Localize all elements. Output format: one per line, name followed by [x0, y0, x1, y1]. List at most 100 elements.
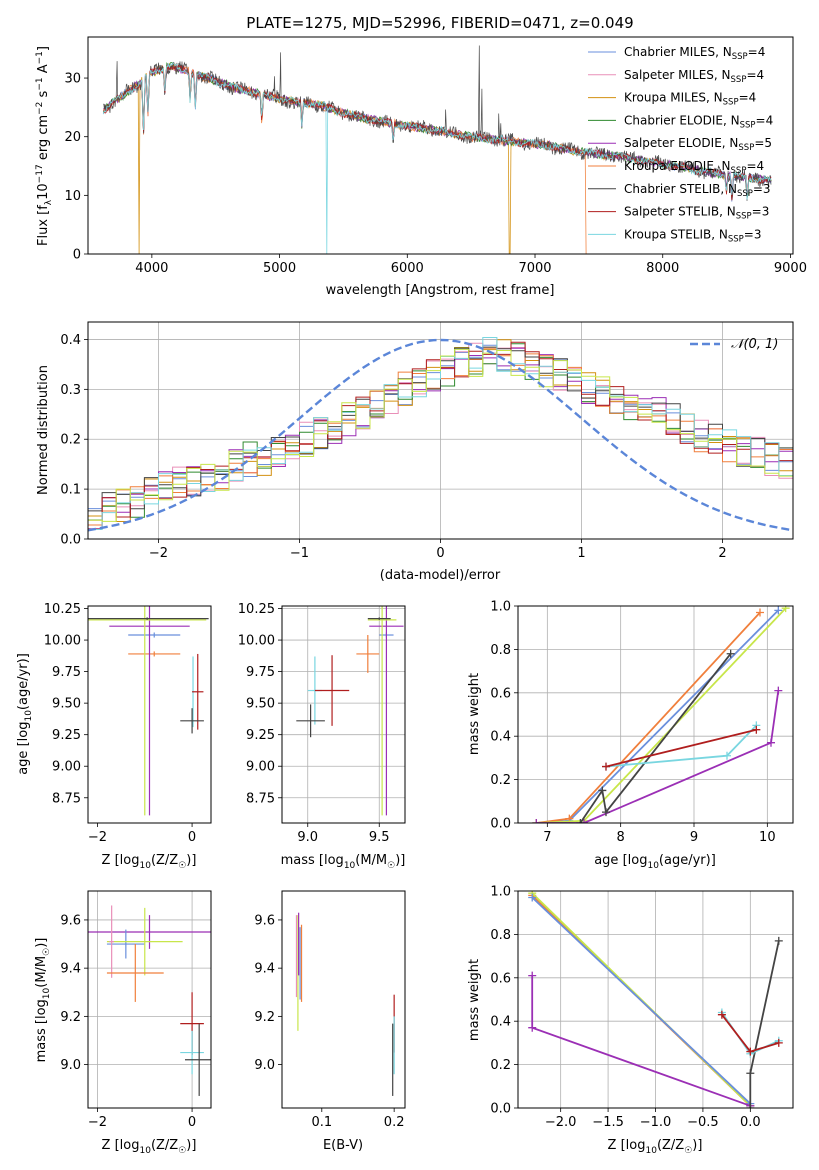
spectrum-xtick-label: 6000 — [391, 261, 424, 276]
mass-vs-Z-xtick-label: −2 — [88, 1115, 107, 1130]
residual-histogram-axes: −2 −1 0 1 2 0.0 0.1 0.2 0.3 0.4 — [60, 321, 794, 561]
mass-weight-vs-age-point-marker — [767, 738, 775, 747]
mass-weight-vs-Z-ytick-label: 1.0 — [490, 885, 511, 900]
mass-weight-vs-Z-axes: −2.0 −1.5 −1.0 −0.5 0.0 0.0 0.2 0.4 0.6 0.8 1.0 — [490, 885, 794, 1130]
residual-histogram-xtick-label: 0 — [436, 546, 444, 561]
mass-weight-vs-age-ytick-label: 0.6 — [490, 686, 511, 701]
age-vs-Z-ytick-label: 10.00 — [44, 634, 81, 649]
mass-vs-Z-axes: −2 0 9.0 9.2 9.4 9.6 — [60, 890, 212, 1130]
mass-weight-vs-age-xtick-label: 9 — [690, 830, 698, 845]
spectrum-series-line — [102, 62, 772, 254]
mass-vs-Z-ytick-label: 9.0 — [60, 1058, 81, 1073]
mass-weight-vs-age-ytick-label: 0.8 — [490, 643, 511, 658]
age-vs-Z-x-axis-label: Z [log10(Z/Z☉)] — [102, 853, 197, 871]
residual-histogram-xtick-label: −2 — [149, 546, 168, 561]
mass-vs-Z-ytick-label: 9.2 — [60, 1010, 81, 1025]
mass-vs-Z-xtick-label: 0 — [188, 1115, 196, 1130]
mass-weight-vs-Z-y-axis-label: mass weight — [467, 959, 482, 1041]
histogram-y-axis-label: Normed distribution — [36, 365, 51, 495]
spectrum-series-line — [102, 63, 772, 201]
age-vs-Z-ytick-label: 9.75 — [52, 665, 81, 680]
age-vs-mass-ytick-label: 9.00 — [246, 760, 275, 775]
age-vs-mass-ytick-label: 10.25 — [238, 602, 275, 617]
mass-weight-vs-age-frame — [517, 605, 794, 824]
mass-weight-vs-age-series-line — [579, 653, 732, 823]
spectrum-legend-label: Kroupa MILES, NSSP=4 — [624, 91, 756, 108]
mass-vs-Z-ytick-label: 9.4 — [60, 962, 81, 977]
spectrum-ytick-label: 20 — [64, 130, 81, 145]
age-vs-Z-ytick-label: 9.50 — [52, 697, 81, 712]
mass-weight-vs-age-point-marker — [726, 649, 735, 658]
mass-weight-vs-age-ytick-label: 0.4 — [490, 730, 511, 745]
histogram-step-line — [88, 342, 793, 521]
age-vs-mass-xtick-label: 9.5 — [369, 830, 390, 845]
mass-weight-vs-Z-point-marker — [528, 1023, 537, 1032]
mass-weight-vs-age-ytick-label: 0.0 — [490, 817, 511, 832]
mass-weight-vs-age-point-marker — [781, 606, 790, 613]
age-vs-mass-plot-area — [296, 606, 404, 816]
mass-weight-vs-age-xtick-label: 7 — [543, 830, 551, 845]
mass-weight-vs-age-point-marker — [752, 725, 761, 734]
mass-weight-vs-Z-xtick-label: −1.0 — [640, 1115, 672, 1130]
age-vs-Z-frame — [87, 605, 212, 824]
age-vs-mass-ytick-label: 9.75 — [246, 665, 275, 680]
spectrum-legend-label: Chabrier MILES, NSSP=4 — [624, 45, 765, 62]
mass-weight-vs-age-point-marker — [602, 808, 610, 817]
mass-weight-vs-age-point-marker — [598, 786, 607, 795]
mass-weight-vs-Z-series-line — [531, 896, 751, 1105]
mass-weight-vs-age-point-marker — [723, 751, 731, 760]
mass-weight-vs-age-ytick-label: 0.2 — [490, 773, 511, 788]
spectrum-legend-label: Kroupa ELODIE, NSSP=4 — [624, 159, 764, 176]
mass-weight-vs-Z-x-axis-label: Z [log10(Z/Z☉)] — [608, 1138, 703, 1156]
mass-weight-vs-age-ytick-label: 1.0 — [490, 600, 511, 615]
histogram-step-line — [88, 347, 793, 526]
mass-vs-Z-x-axis-label: Z [log10(Z/Z☉)] — [102, 1138, 197, 1156]
mass-weight-vs-Z-ytick-label: 0.8 — [490, 928, 511, 943]
age-vs-Z-y-axis-label: age [log10(age/yr)] — [16, 653, 34, 775]
age-vs-Z-plot-area — [88, 606, 209, 816]
age-vs-Z-ytick-label: 8.75 — [52, 791, 81, 806]
mass-vs-Z-y-axis-label: mass [log10(M/M☉)] — [34, 938, 52, 1063]
age-vs-Z-axes: −2 0 8.75 9.00 9.25 9.50 9.75 10.00 10.25 — [44, 602, 212, 845]
mass-weight-vs-Z-xtick-label: −0.5 — [687, 1115, 719, 1130]
age-vs-Z-ytick-label: 9.25 — [52, 728, 81, 743]
age-vs-mass-x-axis-label: mass [log10(M/M☉)] — [281, 853, 406, 871]
spectrum-xtick-label: 4000 — [135, 261, 168, 276]
mass-vs-EBV-ytick-label: 9.6 — [254, 913, 275, 928]
mass-weight-vs-age-xtick-label: 8 — [617, 830, 625, 845]
spectrum-x-axis-label: wavelength [Angstrom, rest frame] — [326, 283, 555, 298]
mass-vs-EBV-ytick-label: 9.2 — [254, 1010, 275, 1025]
spectrum-y-axis-label: Flux [fλ10−17 erg cm−2 s−1 A−1] — [35, 46, 54, 246]
age-vs-mass-xtick-label: 9.0 — [297, 830, 318, 845]
mass-vs-EBV-frame — [281, 890, 406, 1109]
age-vs-mass-axes: 9.0 9.5 8.75 9.00 9.25 9.50 9.75 10.00 10.25 — [238, 602, 406, 845]
normal-curve-line — [88, 338, 793, 532]
spectrum-xtick-label: 8000 — [646, 261, 679, 276]
mass-weight-vs-age-point-marker — [580, 819, 588, 823]
spectrum-legend-label: Chabrier ELODIE, NSSP=4 — [624, 113, 773, 130]
spectrum-xtick-label: 7000 — [518, 261, 551, 276]
histogram-step-line — [88, 341, 793, 530]
histogram-x-axis-label: (data-model)/error — [380, 568, 501, 583]
histogram-step-line — [88, 343, 793, 521]
spectrum-legend-label: Salpeter ELODIE, NSSP=5 — [624, 136, 772, 153]
mass-vs-Z-ytick-label: 9.6 — [60, 913, 81, 928]
mass-weight-vs-Z-point-marker — [746, 1069, 755, 1078]
mass-weight-vs-age-point-marker — [756, 608, 764, 617]
mass-weight-vs-age-point-marker — [532, 819, 541, 823]
age-vs-mass-ytick-label: 9.25 — [246, 728, 275, 743]
spectrum-legend-label: Salpeter MILES, NSSP=4 — [624, 68, 764, 85]
age-vs-Z-ytick-label: 10.25 — [44, 602, 81, 617]
mass-weight-vs-Z-ytick-label: 0.6 — [490, 971, 511, 986]
mass-weight-vs-age-axes: 7 8 9 10 0.0 0.2 0.4 0.6 0.8 1.0 — [490, 600, 794, 845]
histogram-step-line — [88, 337, 793, 530]
spectrum-series-line — [102, 64, 587, 254]
residual-histogram-frame — [87, 321, 794, 540]
mass-weight-vs-Z-series-line — [749, 940, 780, 1108]
mass-weight-vs-Z-point-marker — [528, 971, 537, 980]
mass-weight-vs-Z-xtick-label: 0.0 — [740, 1115, 761, 1130]
spectrum-axes: 4000 5000 6000 7000 8000 9000 0 10 20 30 — [64, 36, 807, 276]
mass-weight-vs-age-point-marker — [774, 686, 783, 695]
age-vs-mass-frame — [281, 605, 406, 824]
